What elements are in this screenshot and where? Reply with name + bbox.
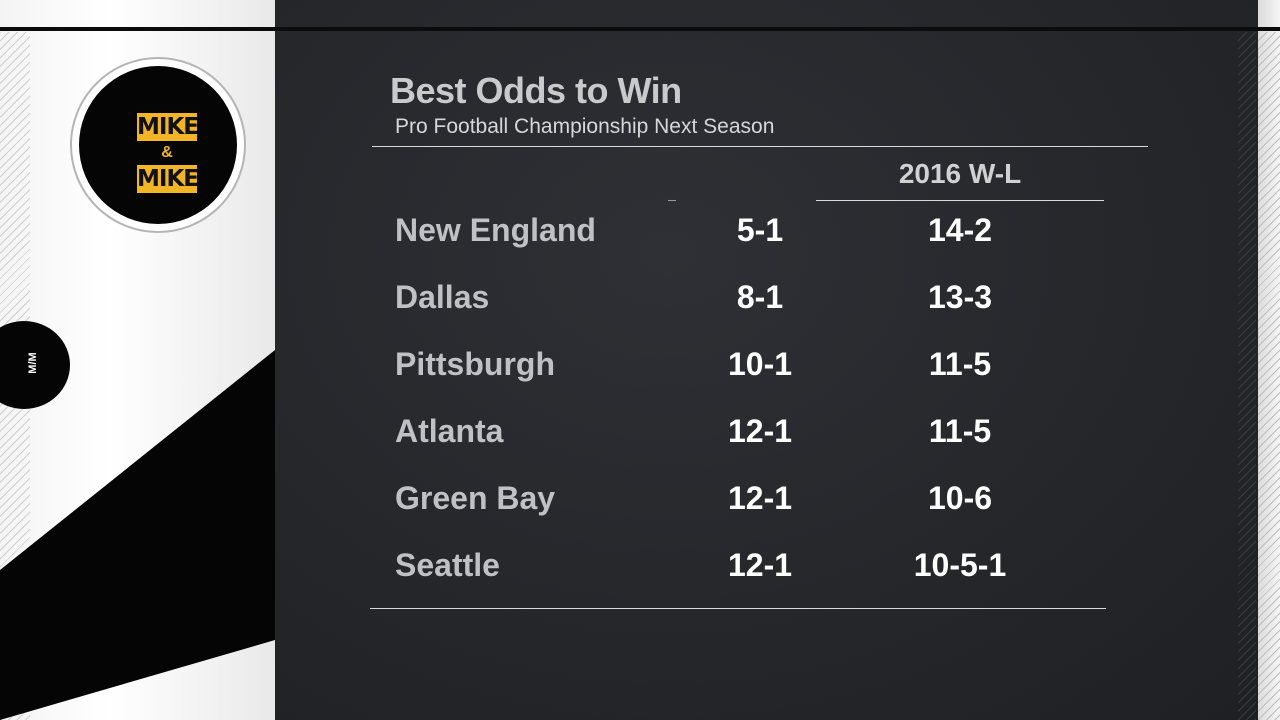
logo-word-bottom: MIKE (137, 165, 199, 193)
odds-value: 5-1 (736, 212, 784, 248)
show-logo: MIKE & MIKE (70, 57, 246, 233)
diagonal-stripe (0, 350, 275, 720)
graphic-board (275, 0, 1258, 720)
team-name: Green Bay (395, 480, 556, 516)
odds-value: 12-1 (727, 480, 793, 516)
record-value: 14-2 (927, 212, 993, 248)
record-value: 13-3 (927, 279, 993, 315)
logo-word-top: MIKE (137, 113, 199, 141)
team-name: Dallas (395, 279, 490, 315)
column-header-underline (816, 200, 1104, 201)
odds-value: 12-1 (727, 547, 793, 583)
record-value: 10-6 (927, 480, 993, 516)
team-name: Seattle (395, 547, 500, 583)
odds-value: 12-1 (727, 413, 793, 449)
logo-disc: MIKE & MIKE (79, 66, 237, 224)
right-edge-hatch (1258, 32, 1280, 720)
table-row: Pittsburgh 10-1 11-5 (0, 339, 1280, 389)
odds-column-tick (668, 200, 676, 201)
record-value: 11-5 (928, 346, 992, 382)
table-row: Seattle 12-1 10-5-1 (0, 540, 1280, 590)
table-row: Atlanta 12-1 11-5 (0, 406, 1280, 456)
top-rule-bar (0, 27, 1280, 31)
table-row: New England 5-1 14-2 (0, 205, 1280, 255)
graphic-subtitle: Pro Football Championship Next Season (395, 115, 775, 138)
graphic-title: Best Odds to Win (390, 70, 682, 111)
table-row: Dallas 8-1 13-3 (0, 272, 1280, 322)
odds-value: 8-1 (736, 279, 784, 315)
title-divider (372, 146, 1148, 147)
team-name: Pittsburgh (395, 346, 555, 382)
record-column-header: 2016 W-L (898, 158, 1022, 189)
table-row: Green Bay 12-1 10-6 (0, 473, 1280, 523)
record-value: 10-5-1 (913, 547, 1007, 583)
odds-value: 10-1 (727, 346, 793, 382)
record-value: 11-5 (928, 413, 992, 449)
board-right-hatch (1238, 32, 1256, 720)
team-name: New England (395, 212, 596, 248)
table-bottom-divider (370, 608, 1106, 609)
logo-ampersand: & (161, 144, 173, 161)
team-name: Atlanta (395, 413, 504, 449)
